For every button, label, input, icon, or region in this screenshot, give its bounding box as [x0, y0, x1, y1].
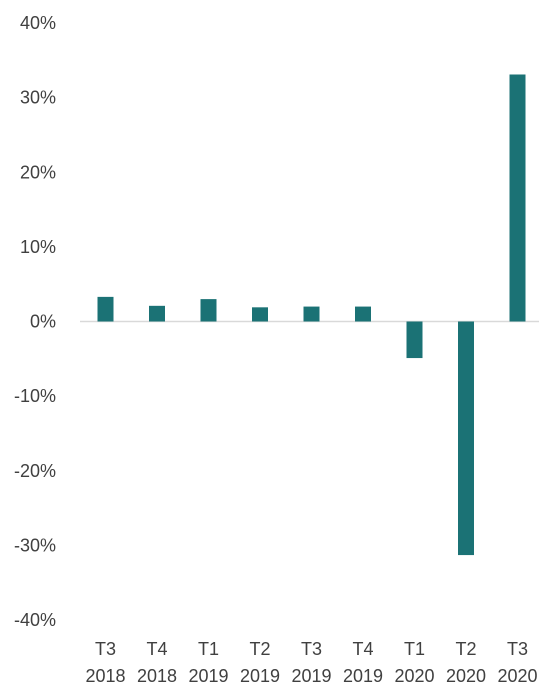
y-tick-label: -30% — [14, 535, 56, 555]
x-tick-label-year: 2019 — [291, 666, 331, 686]
bar — [303, 306, 320, 322]
x-tick-label-quarter: T2 — [455, 639, 476, 659]
x-tick-label-year: 2019 — [240, 666, 280, 686]
y-tick-label: 20% — [20, 162, 56, 182]
y-tick-label: 0% — [30, 312, 56, 332]
y-tick-label: -20% — [14, 461, 56, 481]
x-tick-label-quarter: T3 — [301, 639, 322, 659]
bar — [458, 321, 474, 556]
x-tick-label-quarter: T3 — [507, 639, 528, 659]
y-tick-label: 10% — [20, 237, 56, 257]
y-tick-label: 40% — [20, 13, 56, 33]
x-tick-label-year: 2018 — [85, 666, 125, 686]
bar — [200, 299, 217, 322]
x-tick-label-quarter: T1 — [198, 639, 219, 659]
y-tick-label: -40% — [14, 610, 56, 630]
bar — [97, 296, 114, 322]
x-tick-label-year: 2020 — [497, 666, 537, 686]
x-tick-label-year: 2018 — [137, 666, 177, 686]
x-tick-label-quarter: T4 — [352, 639, 373, 659]
x-tick-label-year: 2019 — [188, 666, 228, 686]
bar — [509, 74, 526, 322]
x-tick-label-quarter: T2 — [249, 639, 270, 659]
x-tick-label-year: 2019 — [343, 666, 383, 686]
bar — [355, 306, 371, 322]
bar — [406, 321, 423, 359]
x-tick-label-year: 2020 — [446, 666, 486, 686]
y-axis-tick-labels: -40% -30% -20% -10% 0% 10% 20% 30% 40% — [14, 13, 56, 630]
x-tick-label-quarter: T1 — [404, 639, 425, 659]
bar — [149, 305, 165, 322]
bars — [97, 74, 526, 556]
y-tick-label: -10% — [14, 386, 56, 406]
bar — [252, 307, 268, 322]
x-axis-tick-labels: T3 2018 T4 2018 T1 2019 T2 2019 T3 2019 T4 2019 T1 20… — [85, 639, 537, 686]
x-tick-label-quarter: T3 — [95, 639, 116, 659]
x-tick-label-quarter: T4 — [146, 639, 167, 659]
y-tick-label: 30% — [20, 88, 56, 108]
x-tick-label-year: 2020 — [394, 666, 434, 686]
